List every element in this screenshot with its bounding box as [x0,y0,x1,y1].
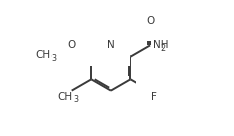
Text: F: F [151,92,157,102]
Text: 3: 3 [51,54,56,63]
Text: CH: CH [58,92,73,102]
Text: 3: 3 [73,95,78,103]
Text: O: O [68,40,76,50]
Text: N: N [107,40,115,50]
Text: CH: CH [36,50,51,61]
Text: O: O [146,16,154,26]
Text: NH: NH [153,40,169,50]
Text: 2: 2 [161,44,166,52]
